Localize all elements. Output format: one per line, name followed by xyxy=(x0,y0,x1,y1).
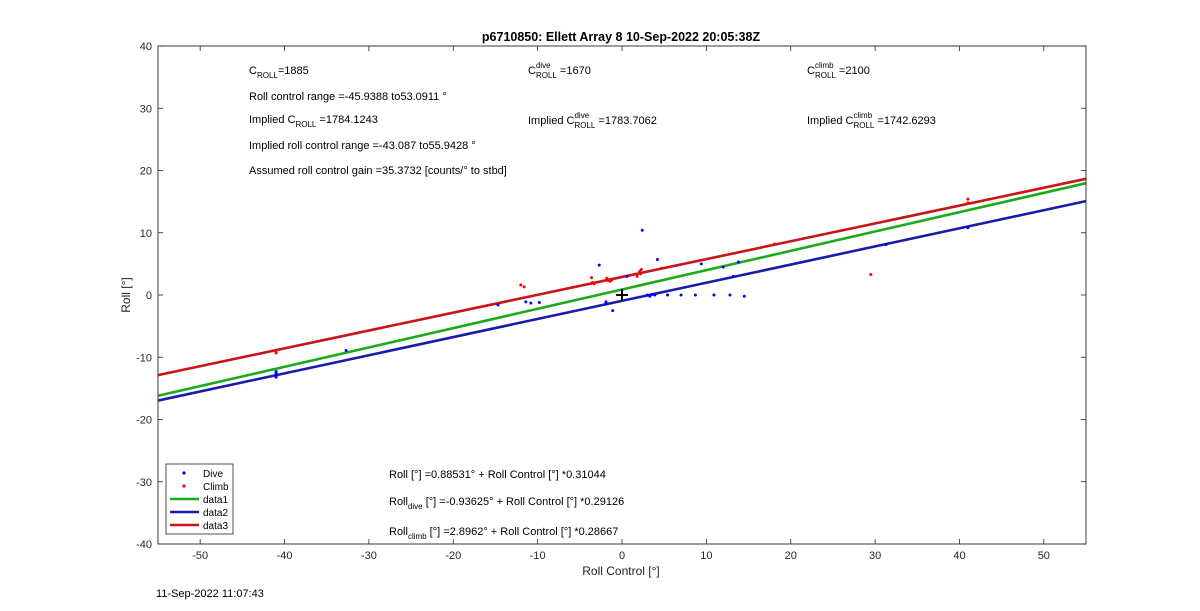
dive-point xyxy=(640,228,644,232)
svg-text:Dive: Dive xyxy=(203,469,223,480)
x-tick-label: 20 xyxy=(785,550,797,562)
implied-range-label: Implied roll control range =-43.087 to55… xyxy=(249,140,476,152)
implied-c-roll-dive-label: Implied Cdive ROLL =1783.7062 xyxy=(528,111,657,130)
dive-point xyxy=(344,348,348,352)
dive-point xyxy=(537,300,541,304)
y-tick-label: -40 xyxy=(136,539,152,551)
climb-point xyxy=(519,283,523,287)
dive-point xyxy=(597,263,601,267)
dive-point xyxy=(625,274,629,278)
legend-item-data3: data3 xyxy=(170,521,228,532)
x-tick-label: 10 xyxy=(700,550,712,562)
climb-point xyxy=(274,351,278,355)
fit-line-data3 xyxy=(157,177,1087,377)
dive-point xyxy=(884,243,888,247)
dive-point xyxy=(496,303,500,307)
dive-point xyxy=(731,274,735,278)
fit-dive-equation: Rolldive [°] =-0.93625° + Roll Control [… xyxy=(389,496,624,511)
dive-point xyxy=(529,301,533,305)
y-tick-label: 0 xyxy=(146,290,152,302)
fit-climb-equation: Rollclimb [°] =2.8962° + Roll Control [°… xyxy=(389,526,618,541)
climb-point xyxy=(639,272,643,276)
svg-text:data1: data1 xyxy=(203,495,228,506)
legend-item-dive: Dive xyxy=(182,469,223,480)
dive-point xyxy=(655,258,659,262)
dive-point xyxy=(274,375,278,379)
dive-point xyxy=(966,226,970,230)
x-tick-label: -10 xyxy=(530,550,546,562)
dive-point xyxy=(736,260,740,264)
climb-point xyxy=(522,285,526,289)
y-tick-label: -20 xyxy=(136,415,152,427)
implied-c-roll-climb-label: Implied Cclimb ROLL =1742.6293 xyxy=(807,111,936,130)
climb-point xyxy=(966,197,970,201)
y-tick-label: 20 xyxy=(140,166,152,178)
dive-point xyxy=(728,293,732,297)
roll-control-range-label: Roll control range =-45.9388 to53.0911 ° xyxy=(249,91,447,103)
x-tick-label: -50 xyxy=(192,550,208,562)
climb-point xyxy=(274,348,278,352)
climb-point xyxy=(590,276,594,280)
climb-point xyxy=(605,276,609,280)
dive-point xyxy=(721,265,725,269)
dive-point xyxy=(679,293,683,297)
dive-point xyxy=(712,293,716,297)
climb-point xyxy=(639,267,643,271)
x-tick-label: -20 xyxy=(445,550,461,562)
svg-text:data3: data3 xyxy=(203,521,228,532)
y-tick-label: 30 xyxy=(140,103,152,115)
center-cross-marker xyxy=(616,289,628,301)
climb-point xyxy=(966,201,970,205)
y-tick-label: 10 xyxy=(140,228,152,240)
x-tick-label: 0 xyxy=(619,550,625,562)
legend: Dive Climb data1 data2 data3 xyxy=(165,463,234,535)
axes: -50 -40 -30 -20 -10 0 10 20 30 40 50 -40 -30 -20 -10 0 1… xyxy=(136,41,1087,562)
x-tick-label: -30 xyxy=(361,550,377,562)
climb-point xyxy=(610,278,614,282)
dive-point xyxy=(699,262,703,266)
dive-point xyxy=(653,293,657,297)
dive-point xyxy=(604,300,608,304)
fit-all-equation: Roll [°] =0.88531° + Roll Control [°] *0… xyxy=(389,469,606,481)
x-tick-label: 30 xyxy=(869,550,881,562)
dive-point xyxy=(742,294,746,298)
climb-point xyxy=(773,242,777,246)
dive-point xyxy=(611,309,615,313)
dive-point xyxy=(650,292,654,296)
y-tick-label: -10 xyxy=(136,352,152,364)
x-tick-label: -40 xyxy=(277,550,293,562)
dive-point xyxy=(648,294,652,298)
footer-timestamp: 11-Sep-2022 11:07:43 xyxy=(156,588,264,600)
dive-point xyxy=(645,293,649,297)
legend-item-data1: data1 xyxy=(170,495,228,506)
dive-point xyxy=(524,300,528,304)
y-tick-label: 40 xyxy=(140,41,152,53)
climb-point xyxy=(635,274,639,278)
implied-c-roll-label: Implied CROLL =1784.1243 xyxy=(249,114,378,129)
data-points xyxy=(274,197,970,379)
legend-item-climb: Climb xyxy=(182,482,229,493)
c-roll-climb-label: Cclimb ROLL =2100 xyxy=(807,61,870,80)
dive-point xyxy=(666,293,670,297)
x-tick-label: 50 xyxy=(1038,550,1050,562)
x-axis-label: Roll Control [°] xyxy=(582,564,660,578)
legend-item-data2: data2 xyxy=(170,508,228,519)
climb-point xyxy=(660,266,664,270)
svg-text:Climb: Climb xyxy=(203,482,229,493)
svg-text:data2: data2 xyxy=(203,508,228,519)
dive-point xyxy=(693,293,697,297)
climb-point xyxy=(869,272,873,276)
x-tick-label: 40 xyxy=(953,550,965,562)
c-roll-dive-label: Cdive ROLL =1670 xyxy=(528,61,591,80)
annotations: CROLL=1885 Cdive ROLL =1670 Cclimb ROLL =210… xyxy=(249,61,936,541)
assumed-gain-label: Assumed roll control gain =35.3732 [coun… xyxy=(249,165,507,177)
y-tick-label: -30 xyxy=(136,477,152,489)
climb-point xyxy=(592,282,596,286)
chart-title: p6710850: Ellett Array 8 10-Sep-2022 20:… xyxy=(482,30,761,44)
y-axis-label: Roll [°] xyxy=(119,277,133,312)
c-roll-label: CROLL=1885 xyxy=(249,65,309,80)
